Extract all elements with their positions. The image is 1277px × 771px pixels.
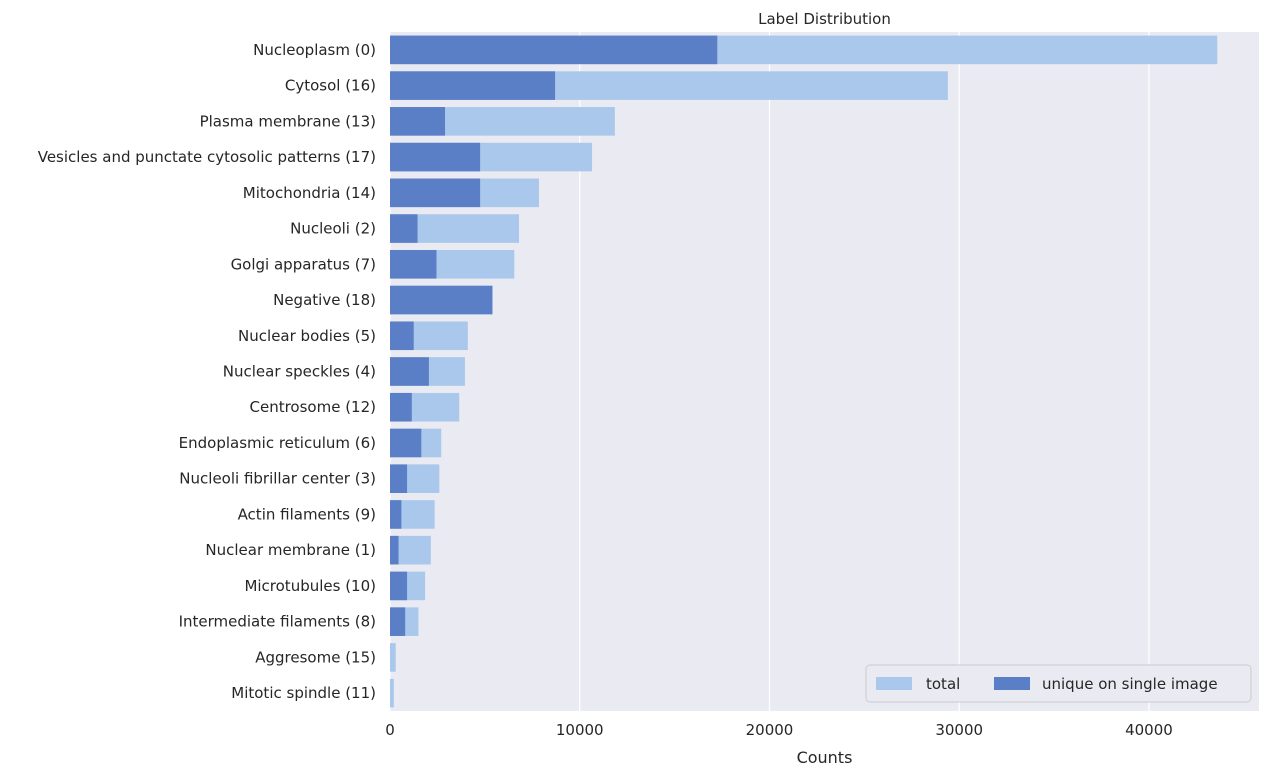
category-label: Nuclear membrane (1) — [205, 541, 376, 559]
category-label: Mitochondria (14) — [243, 184, 376, 202]
x-tick-label: 10000 — [556, 721, 604, 739]
bar-unique — [390, 35, 718, 65]
bar-unique — [390, 321, 414, 351]
category-label: Nuclear bodies (5) — [238, 327, 376, 345]
bar-unique — [390, 428, 422, 458]
category-label: Nucleoplasm (0) — [253, 41, 376, 59]
bar-total — [390, 678, 394, 708]
bar-unique — [390, 535, 399, 565]
bar-total — [390, 643, 396, 672]
bar-unique — [390, 285, 493, 315]
category-label: Cytosol (16) — [285, 77, 376, 95]
legend-swatch-total — [876, 677, 912, 690]
bar-unique — [390, 571, 408, 601]
legend: total unique on single image — [865, 664, 1252, 703]
bar-unique — [390, 607, 406, 636]
category-label: Plasma membrane (13) — [200, 112, 376, 130]
x-axis-label: Counts — [797, 748, 853, 767]
x-tick-label: 40000 — [1125, 721, 1173, 739]
category-label: Aggresome (15) — [255, 648, 376, 666]
legend-swatch-unique — [994, 677, 1030, 690]
chart-title: Label Distribution — [758, 10, 891, 28]
x-tick-label: 20000 — [746, 721, 794, 739]
bar-unique — [390, 357, 429, 386]
category-label: Microtubules (10) — [244, 577, 376, 595]
x-tick-label: 0 — [385, 721, 395, 739]
category-label: Mitotic spindle (11) — [231, 684, 376, 702]
category-label: Actin filaments (9) — [238, 505, 376, 523]
bar-unique — [390, 249, 437, 279]
legend-box — [865, 664, 1252, 703]
legend-label-total: total — [926, 675, 960, 693]
category-label: Nuclear speckles (4) — [223, 363, 376, 381]
legend-label-unique: unique on single image — [1042, 675, 1218, 693]
category-label: Endoplasmic reticulum (6) — [179, 434, 376, 452]
bar-unique — [390, 500, 402, 529]
category-labels: Nucleoplasm (0) Cytosol (16) Plasma membra… — [38, 41, 376, 702]
bar-unique — [390, 107, 446, 136]
category-label: Negative (18) — [273, 291, 376, 309]
category-label: Nucleoli fibrillar center (3) — [179, 470, 376, 488]
x-tick-labels: 0 10000 20000 30000 40000 — [385, 721, 1173, 739]
category-label: Centrosome (12) — [250, 398, 377, 416]
category-label: Vesicles and punctate cytosolic patterns… — [38, 148, 376, 166]
category-label: Intermediate filaments (8) — [179, 613, 376, 631]
x-tick-label: 30000 — [935, 721, 983, 739]
bar-unique — [390, 464, 408, 494]
bar-unique — [390, 392, 412, 422]
bar-unique — [390, 142, 481, 172]
bars — [390, 35, 1218, 708]
category-label: Golgi apparatus (7) — [231, 255, 376, 273]
bar-unique — [390, 214, 418, 243]
bar-unique — [390, 178, 481, 208]
category-label: Nucleoli (2) — [290, 220, 376, 238]
bar-unique — [390, 71, 556, 100]
